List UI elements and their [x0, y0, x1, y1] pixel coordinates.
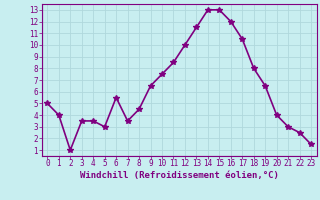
X-axis label: Windchill (Refroidissement éolien,°C): Windchill (Refroidissement éolien,°C) — [80, 171, 279, 180]
